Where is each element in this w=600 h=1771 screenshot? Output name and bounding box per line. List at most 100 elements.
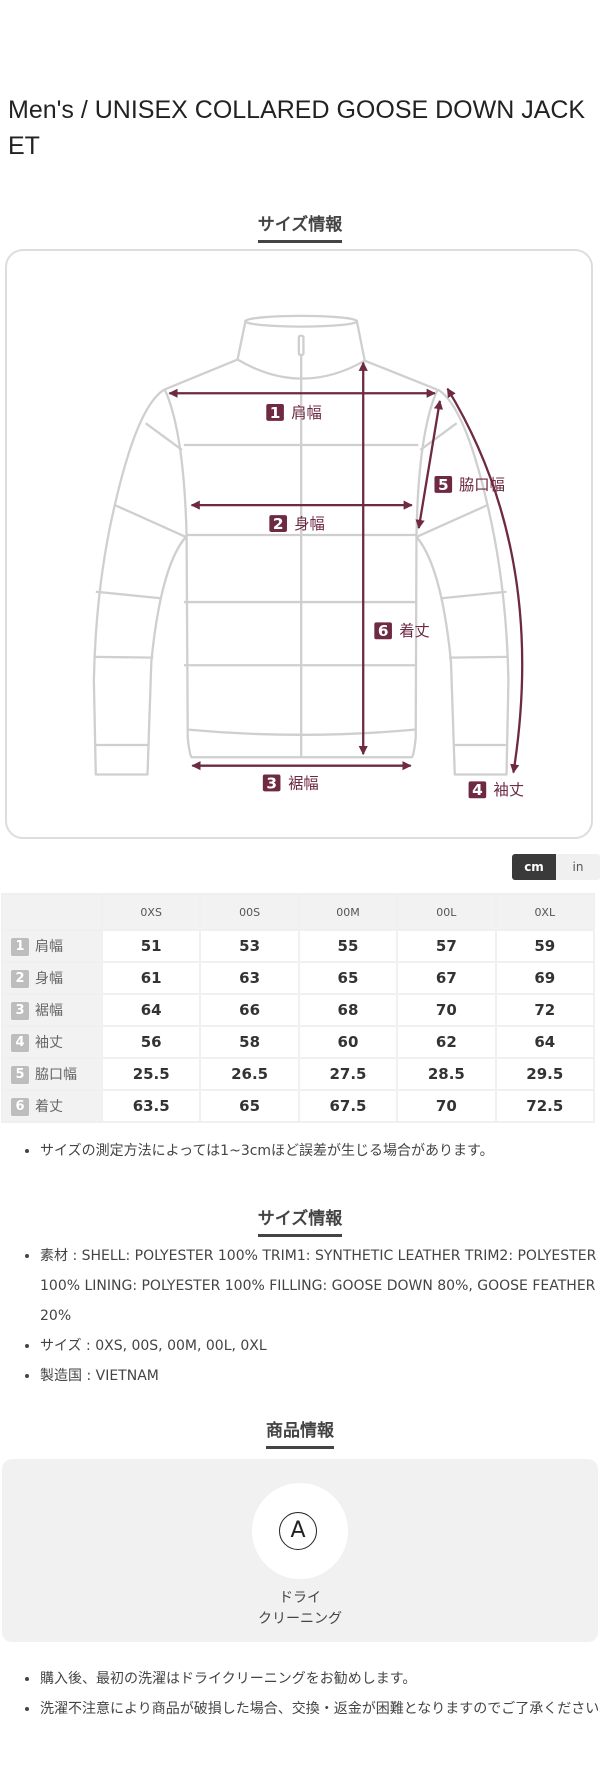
label-hem: 3 裾幅 <box>262 774 319 792</box>
care-note: 洗濯不注意により商品が破損した場合、交換・返金が困難となりますのでご了承ください… <box>40 1694 600 1724</box>
label-armhole: 5 脇口幅 <box>434 476 505 494</box>
svg-text:身幅: 身幅 <box>294 515 325 533</box>
label-chest: 2 身幅 <box>269 515 325 533</box>
size-value-cell: 65 <box>199 1089 300 1123</box>
size-value-cell: 56 <box>100 1025 202 1059</box>
row-label: 裾幅 <box>35 1003 63 1019</box>
armhole-line <box>415 400 444 530</box>
row-label: 脇口幅 <box>35 1067 77 1083</box>
size-value-cell: 27.5 <box>297 1057 399 1091</box>
care-label-line2: クリーニング <box>258 1611 342 1627</box>
product-title: Men's / UNISEX COLLARED GOOSE DOWN JACKE… <box>8 96 586 160</box>
table-row: 6 着丈 63.5 65 67.5 70 72.5 <box>1 1089 596 1123</box>
size-value-cell: 26.5 <box>199 1057 300 1091</box>
size-value-cell: 65 <box>297 961 399 995</box>
svg-text:5: 5 <box>438 476 449 494</box>
svg-text:2: 2 <box>273 515 284 533</box>
size-value-cell: 55 <box>297 929 399 963</box>
row-number-badge: 6 <box>11 1098 29 1116</box>
size-value-cell: 25.5 <box>100 1057 202 1091</box>
row-header: 2 身幅 <box>1 961 103 995</box>
row-label: 身幅 <box>35 971 63 987</box>
size-value-cell: 63.5 <box>100 1089 202 1123</box>
col-header: 0XS <box>100 893 202 931</box>
care-heading: 商品情報 <box>0 1416 600 1449</box>
spec-heading-text: サイズ情報 <box>257 1204 343 1237</box>
size-value-cell: 67 <box>396 961 497 995</box>
jacket-measurement-diagram: 1 肩幅 2 身幅 3 裾幅 4 袖丈 5 脇口幅 6 着丈 <box>92 314 524 799</box>
label-shoulder: 1 肩幅 <box>266 404 322 422</box>
table-row: 3 裾幅 64 66 68 70 72 <box>1 993 596 1027</box>
unit-in-button[interactable]: in <box>556 854 600 880</box>
table-row: 1 肩幅 51 53 55 57 59 <box>1 929 596 963</box>
size-note-list: サイズの測定方法によっては1~3cmほど誤差が生じる場合があります。 <box>0 1139 600 1163</box>
care-heading-text: 商品情報 <box>266 1416 334 1449</box>
size-value-cell: 64 <box>494 1025 596 1059</box>
jacket-outline <box>92 314 510 776</box>
size-table-header: 0XS 00S 00M 00L 0XL <box>1 893 596 931</box>
svg-text:裾幅: 裾幅 <box>288 774 319 792</box>
size-value-cell: 57 <box>396 929 497 963</box>
row-number-badge: 5 <box>11 1066 29 1084</box>
label-length: 6 着丈 <box>374 622 430 640</box>
size-value-cell: 62 <box>396 1025 497 1059</box>
row-label: 肩幅 <box>35 939 63 955</box>
size-value-cell: 51 <box>100 929 202 963</box>
size-value-cell: 68 <box>297 993 399 1027</box>
dry-clean-icon: A <box>279 1512 317 1550</box>
size-value-cell: 60 <box>297 1025 399 1059</box>
size-table: 0XS 00S 00M 00L 0XL 1 肩幅 51 53 55 57 59 2 身幅 6 1 63… <box>1 893 596 1123</box>
row-header: 5 脇口幅 <box>1 1057 103 1091</box>
spec-heading: サイズ情報 <box>0 1204 600 1237</box>
spec-sizes: サイズ : 0XS, 00S, 00M, 00L, 0XL <box>40 1331 600 1361</box>
row-number-badge: 1 <box>11 938 29 956</box>
row-label: 袖丈 <box>35 1035 63 1051</box>
size-value-cell: 29.5 <box>494 1057 596 1091</box>
row-header: 1 肩幅 <box>1 929 103 963</box>
corner-cell <box>1 893 103 931</box>
svg-text:6: 6 <box>378 622 389 640</box>
row-label: 着丈 <box>35 1099 63 1115</box>
size-value-cell: 59 <box>494 929 596 963</box>
unit-cm-button[interactable]: cm <box>512 854 556 880</box>
size-value-cell: 69 <box>494 961 596 995</box>
sleeve-length-line <box>446 387 524 774</box>
row-header: 6 着丈 <box>1 1089 103 1123</box>
size-value-cell: 67.5 <box>297 1089 399 1123</box>
spec-list: 素材 : SHELL: POLYESTER 100% TRIM1: SYNTHE… <box>0 1241 600 1391</box>
spec-material: 素材 : SHELL: POLYESTER 100% TRIM1: SYNTHE… <box>40 1241 600 1331</box>
size-diagram-box <box>5 249 593 839</box>
col-header: 00S <box>199 893 300 931</box>
care-note: 購入後、最初の洗濯はドライクリーニングをお勧めします。 <box>40 1664 600 1694</box>
measurement-lines <box>168 361 524 774</box>
size-value-cell: 53 <box>199 929 300 963</box>
size-value-cell: 72 <box>494 993 596 1027</box>
table-row: 4 袖丈 56 58 60 62 64 <box>1 1025 596 1059</box>
size-info-heading-text: サイズ情報 <box>257 210 343 243</box>
label-sleeve: 4 袖丈 <box>468 781 524 799</box>
svg-text:着丈: 着丈 <box>399 622 430 640</box>
spec-origin: 製造国 : VIETNAM <box>40 1361 600 1391</box>
size-info-heading: サイズ情報 <box>0 210 600 243</box>
table-row: 2 身幅 61 63 65 67 69 <box>1 961 596 995</box>
size-value-cell: 72.5 <box>494 1089 596 1123</box>
size-value-cell: 70 <box>396 1089 497 1123</box>
size-note: サイズの測定方法によっては1~3cmほど誤差が生じる場合があります。 <box>40 1139 600 1163</box>
size-value-cell: 70 <box>396 993 497 1027</box>
svg-text:脇口幅: 脇口幅 <box>459 476 505 494</box>
row-number-badge: 3 <box>11 1002 29 1020</box>
svg-text:4: 4 <box>472 781 483 799</box>
row-number-badge: 4 <box>11 1034 29 1052</box>
svg-text:肩幅: 肩幅 <box>291 404 322 422</box>
svg-text:3: 3 <box>266 774 277 792</box>
col-header: 00M <box>297 893 399 931</box>
row-number-badge: 2 <box>11 970 29 988</box>
care-notes: 購入後、最初の洗濯はドライクリーニングをお勧めします。 洗濯不注意により商品が破… <box>0 1664 600 1724</box>
size-value-cell: 63 <box>199 961 300 995</box>
size-value-cell: 58 <box>199 1025 300 1059</box>
col-header: 0XL <box>494 893 596 931</box>
size-value-cell: 28.5 <box>396 1057 497 1091</box>
svg-text:1: 1 <box>270 404 281 422</box>
size-value-cell: 64 <box>100 993 202 1027</box>
care-label-line1: ドライ <box>279 1590 321 1606</box>
